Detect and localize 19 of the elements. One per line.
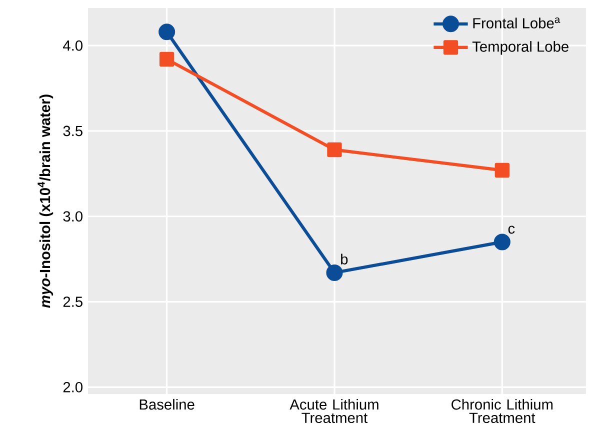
y-tick-label: 2.5 [63,296,82,307]
y-axis-title: myo-Inositol (x10$^{4}$/brain water) [38,94,54,308]
y-tick-label: 3.5 [63,126,82,136]
y-tick-label: 4.0 [63,40,82,51]
point [494,162,510,178]
annotation: c [508,226,515,234]
legend-label: Temporal Lobe [472,41,568,55]
x-tick-label: Baseline [140,398,194,410]
x-tick-label: Chronic Lithium Treatment [452,398,553,424]
annotation: b [341,254,348,264]
point [327,142,342,158]
point [326,264,343,281]
y-tick-label: 3.0 [63,211,82,222]
point [158,24,176,40]
y-tick-label: 2.0 [63,382,82,392]
legend-label: Frontal Lobe$^{a}$ [473,17,560,28]
point [159,52,174,67]
x-tick-label: Acute Lithium Treatment [290,398,378,424]
point [494,234,510,250]
